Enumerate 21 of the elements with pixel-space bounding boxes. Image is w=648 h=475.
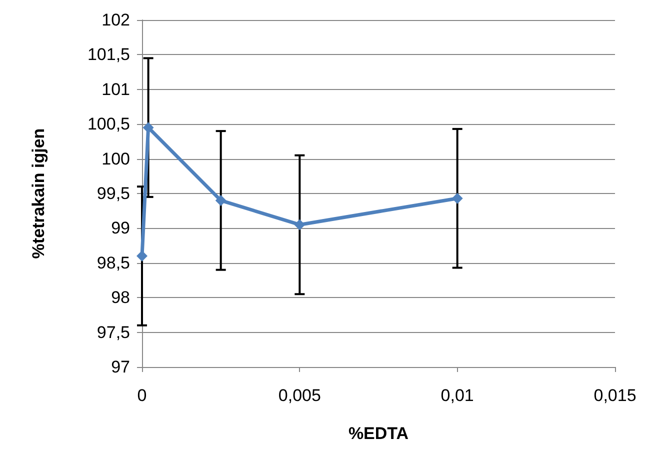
x-tick-label: 0 [137,386,147,405]
point [215,194,226,206]
point [142,122,154,134]
y-tick-label: 100 [102,149,130,168]
x-tick-label: 0,01 [440,386,474,405]
y-tick-label: 98,5 [96,253,130,272]
y-tick-label: 98 [111,288,130,308]
y-tick-label: 99,5 [96,184,130,203]
point [294,219,306,230]
y-tick-label: 101 [102,80,130,99]
y-tick-label: 97,5 [96,322,130,342]
y-tick-label: 99 [111,218,130,238]
y-tick-label: 100,5 [87,114,130,134]
y-tick-label: 102 [102,10,130,30]
y-axis-title: %tetrakain igjen [29,128,48,259]
x-tick-label: 0,005 [278,386,321,405]
x-axis-title: %EDTA [348,424,409,443]
point [452,192,463,204]
y-tick-label: 101,5 [87,45,130,64]
y-tick-label: 97 [111,358,130,376]
x-tick-label: 0,015 [594,386,636,405]
